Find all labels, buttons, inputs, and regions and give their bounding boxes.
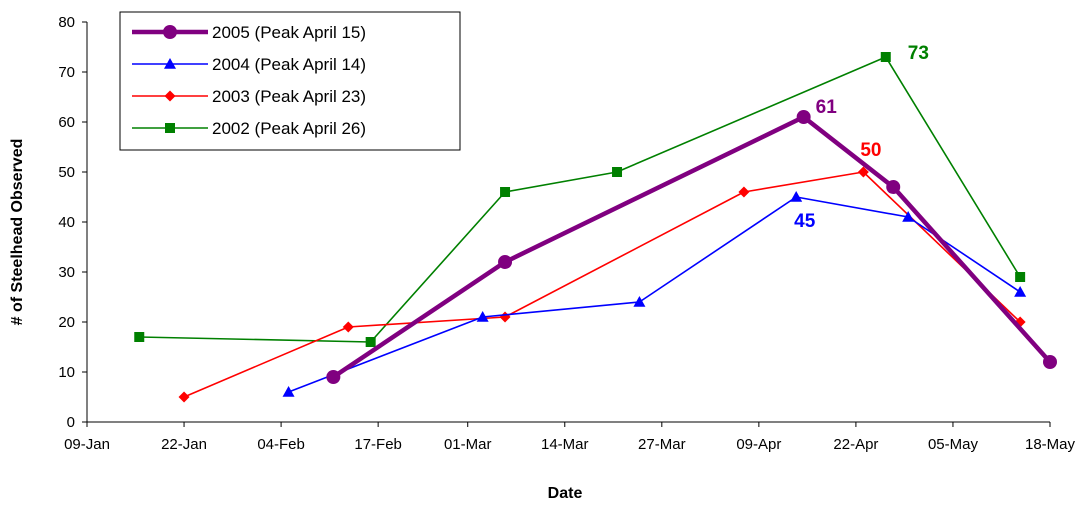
x-axis: 09-Jan 22-Jan 04-Feb 17-Feb 01-Mar 14-Mar 27-M… — [64, 421, 1076, 453]
x-tick-label: 17-Feb — [354, 436, 402, 453]
series-line — [288, 196, 1021, 393]
data-point — [1015, 272, 1026, 282]
legend: 2005 (Peak April 15) 2004 (Peak April 14)… — [119, 11, 461, 151]
legend-swatch-marker — [165, 123, 175, 133]
y-tick-label: 20 — [58, 314, 75, 331]
data-point — [1043, 355, 1057, 369]
y-axis-title: # of Steelhead Observed — [9, 139, 26, 326]
legend-label: 2003 (Peak April 23) — [212, 87, 366, 106]
x-tick-label: 14-Mar — [541, 436, 589, 453]
data-point — [857, 166, 869, 178]
series-2 — [178, 166, 1026, 403]
data-point — [902, 211, 915, 222]
data-point — [790, 191, 803, 202]
legend-item: 2002 (Peak April 26) — [132, 119, 366, 138]
data-point — [178, 391, 190, 403]
y-tick-label: 70 — [58, 64, 75, 81]
legend-label: 2002 (Peak April 26) — [212, 119, 366, 138]
y-tick-label: 10 — [58, 364, 75, 381]
data-point — [326, 370, 341, 384]
data-point — [342, 321, 354, 333]
x-tick-label: 09-Apr — [736, 436, 781, 453]
data-point — [499, 311, 511, 323]
x-tick-label: 04-Feb — [257, 436, 305, 453]
peak-label: 73 — [908, 43, 929, 64]
y-tick-label: 0 — [67, 414, 75, 431]
legend-item: 2003 (Peak April 23) — [132, 87, 366, 106]
legend-label: 2005 (Peak April 15) — [212, 23, 366, 42]
x-tick-label: 05-May — [928, 436, 979, 453]
y-axis: 0 10 20 30 40 50 60 70 80 — [58, 14, 88, 431]
x-tick-label: 22-Apr — [833, 436, 878, 453]
peak-label: 45 — [794, 211, 816, 232]
series-line — [139, 56, 1021, 343]
series-1 — [282, 191, 1027, 397]
data-point — [134, 332, 145, 342]
data-point — [365, 337, 376, 347]
data-point — [1014, 286, 1027, 297]
data-point — [886, 180, 901, 194]
series-3 — [134, 52, 1026, 347]
series-layer — [134, 52, 1057, 403]
data-point — [282, 386, 295, 397]
peak-label: 61 — [816, 97, 838, 118]
y-tick-label: 80 — [58, 14, 75, 31]
y-tick-label: 60 — [58, 114, 75, 131]
legend-swatch-marker — [164, 90, 176, 102]
y-tick-label: 30 — [58, 264, 75, 281]
x-tick-label: 27-Mar — [638, 436, 686, 453]
peak-annotations: 61 45 50 73 — [794, 43, 929, 232]
legend-swatch-marker — [163, 25, 177, 39]
legend-swatch-marker — [164, 58, 176, 69]
series-line — [183, 171, 1021, 398]
series-0 — [326, 110, 1057, 384]
legend-label: 2004 (Peak April 14) — [212, 55, 366, 74]
y-tick-label: 40 — [58, 214, 75, 231]
peak-label: 50 — [860, 140, 881, 161]
x-tick-label: 18-May — [1025, 436, 1076, 453]
data-point — [612, 167, 623, 177]
legend-item: 2004 (Peak April 14) — [132, 55, 366, 74]
data-point — [880, 52, 891, 62]
data-point — [738, 186, 750, 198]
data-point — [633, 296, 646, 307]
x-tick-label: 22-Jan — [161, 436, 207, 453]
legend-box — [119, 11, 461, 151]
legend-item: 2005 (Peak April 15) — [132, 23, 366, 42]
x-tick-label: 09-Jan — [64, 436, 110, 453]
x-tick-label: 01-Mar — [444, 436, 492, 453]
x-axis-title: Date — [548, 485, 583, 502]
y-tick-label: 50 — [58, 164, 75, 181]
data-point — [796, 110, 811, 124]
data-point — [500, 187, 511, 197]
data-point — [476, 311, 489, 322]
data-point — [498, 255, 513, 269]
